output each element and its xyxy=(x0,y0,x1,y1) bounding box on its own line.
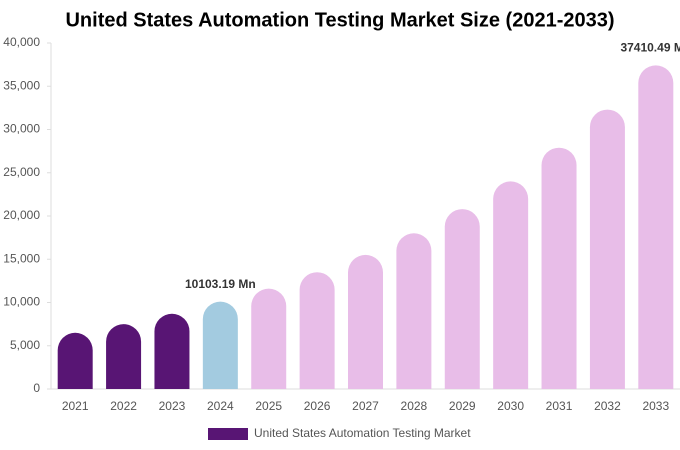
x-tick-label: 2028 xyxy=(401,399,428,413)
legend-swatch xyxy=(208,428,248,440)
bar xyxy=(106,324,142,389)
y-tick-label: 20,000 xyxy=(3,208,40,222)
y-tick-label: 30,000 xyxy=(3,122,40,136)
y-tick-label: 15,000 xyxy=(3,251,40,265)
x-tick-label: 2031 xyxy=(546,399,573,413)
x-tick-label: 2030 xyxy=(497,399,524,413)
bar xyxy=(202,301,238,389)
y-tick-label: 35,000 xyxy=(3,78,40,92)
bar xyxy=(299,272,335,389)
y-tick-label: 0 xyxy=(33,381,40,395)
bar xyxy=(589,109,625,389)
y-tick-label: 5,000 xyxy=(10,338,40,352)
x-tick-label: 2032 xyxy=(594,399,621,413)
y-tick-label: 10,000 xyxy=(3,295,40,309)
x-tick-label: 2025 xyxy=(255,399,282,413)
x-tick-label: 2026 xyxy=(304,399,331,413)
x-tick-label: 2023 xyxy=(159,399,186,413)
bar xyxy=(154,313,190,389)
bar xyxy=(638,65,674,389)
x-tick-label: 2021 xyxy=(62,399,89,413)
bar xyxy=(444,209,480,389)
data-label: 37410.49 Mn xyxy=(620,41,680,55)
x-tick-label: 2027 xyxy=(352,399,379,413)
legend-label: United States Automation Testing Market xyxy=(254,426,471,440)
bar xyxy=(493,181,529,389)
y-tick-label: 25,000 xyxy=(3,165,40,179)
y-tick-label: 40,000 xyxy=(3,35,40,49)
bar xyxy=(348,254,383,389)
data-label: 10103.19 Mn xyxy=(185,277,256,291)
x-tick-label: 2022 xyxy=(110,399,137,413)
bar xyxy=(251,288,287,389)
bar xyxy=(57,332,93,389)
bar xyxy=(396,233,432,389)
x-tick-label: 2024 xyxy=(207,399,234,413)
chart-title: United States Automation Testing Market … xyxy=(65,9,614,31)
x-tick-label: 2029 xyxy=(449,399,476,413)
x-tick-label: 2033 xyxy=(642,399,669,413)
bar xyxy=(541,147,577,389)
